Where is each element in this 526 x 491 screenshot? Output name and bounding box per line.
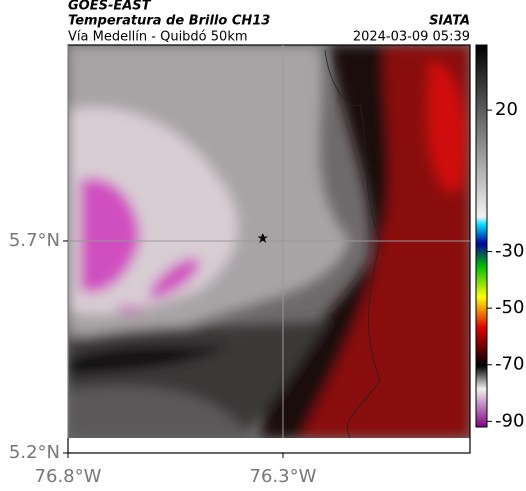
colorbar-tick-label: 20 [495, 99, 518, 120]
map-axes: 76.8°W 76.3°W 5.2°N 5.7°N [9, 45, 470, 487]
source: GOES-EAST [68, 0, 152, 14]
colorbar [475, 44, 488, 428]
station-marker [257, 232, 268, 243]
x-tick-label: 76.8°W [35, 466, 102, 487]
colorbar-tick-label: -90 [495, 410, 524, 431]
product: Temperatura de Brillo CH13 [68, 14, 270, 29]
region: Vía Medellín - Quibdó 50km [68, 30, 248, 45]
y-tick-label: 5.7°N [9, 230, 60, 251]
colorbar-tick-label: -30 [495, 241, 524, 262]
x-tick-label: 76.3°W [250, 466, 317, 487]
datetime: 2024-03-09 05:39 [353, 30, 470, 45]
colorbar-tick-label: -70 [495, 354, 524, 375]
colorbar-tick-label: -50 [495, 297, 524, 318]
y-tick-label: 5.2°N [9, 442, 60, 463]
colorbar-axis: 20 -30 -50 -70 -90 [487, 99, 524, 431]
satellite-image [68, 45, 470, 438]
agency: SIATA [429, 14, 470, 29]
